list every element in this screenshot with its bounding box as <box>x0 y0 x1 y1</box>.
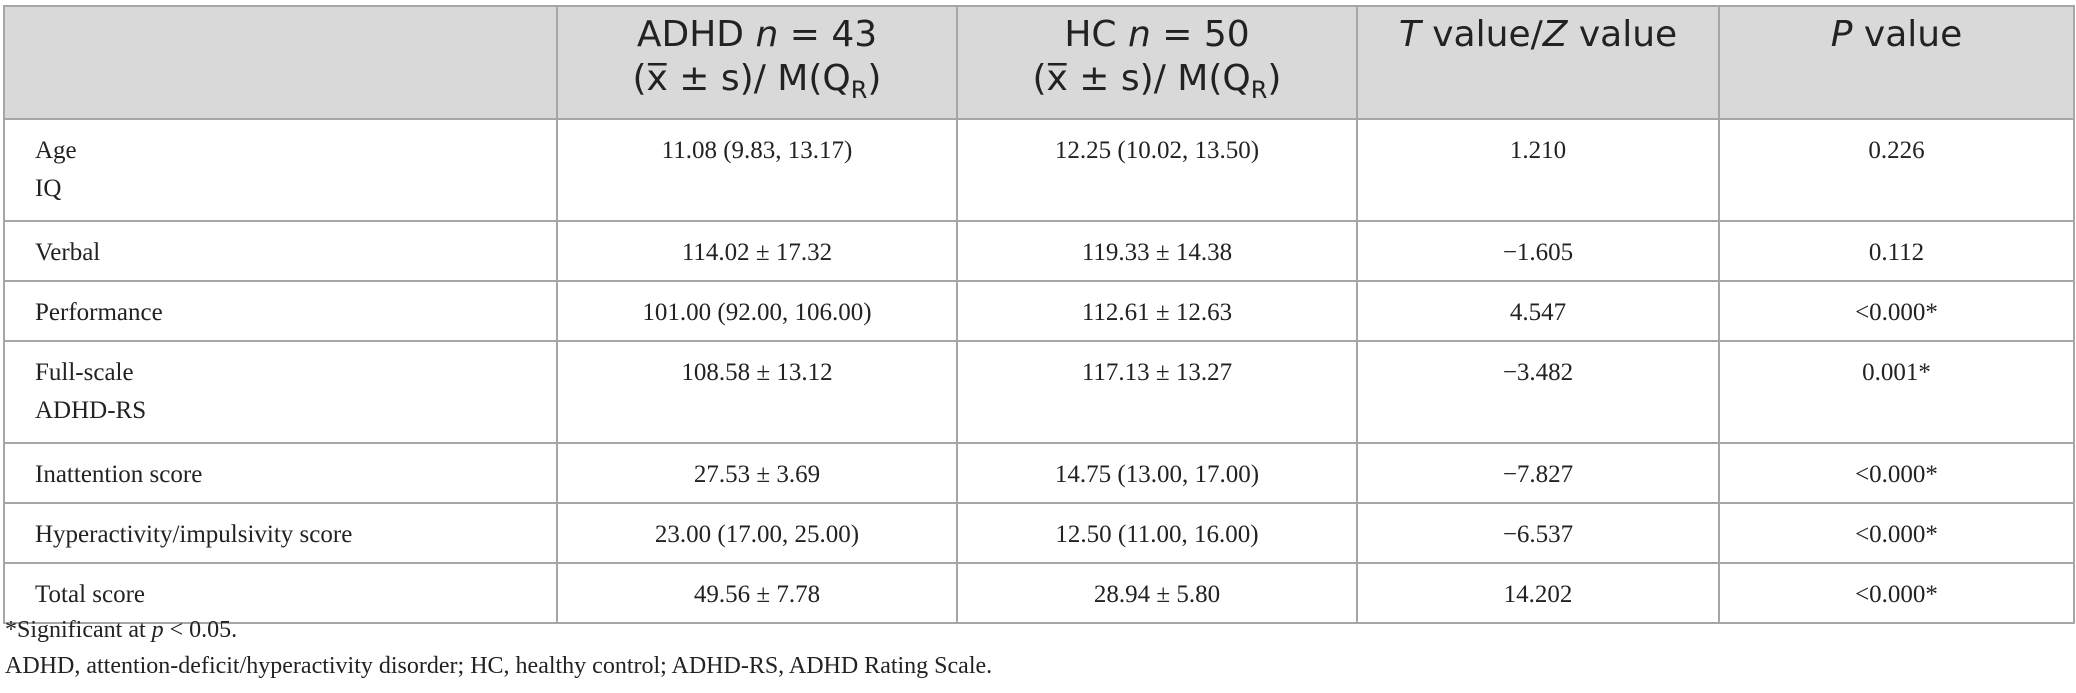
adhd-value: 23.00 (17.00, 25.00) <box>556 502 958 564</box>
hc-value: 117.13 ± 13.27 <box>956 340 1358 444</box>
statistic-value: −1.605 <box>1356 220 1720 282</box>
adhd-value: 27.53 ± 3.69 <box>556 442 958 504</box>
p-value: 0.226 <box>1718 118 2075 222</box>
row-label: Verbal <box>3 220 558 282</box>
table-row: Performance 101.00 (92.00, 106.00) 112.6… <box>3 280 2075 342</box>
header-n-var: n <box>755 14 779 55</box>
statistic-value: −3.482 <box>1356 340 1720 444</box>
header-n-var: n <box>1127 14 1151 55</box>
table-row: Inattention score 27.53 ± 3.69 14.75 (13… <box>3 442 2075 504</box>
table-row: Age IQ 11.08 (9.83, 13.17) 12.25 (10.02, … <box>3 118 2075 222</box>
row-label: Age IQ <box>3 118 558 222</box>
comparison-table: ADHD n = 43 (x̅ ± s)/ M(QR) HC n = 50 (x… <box>3 5 2075 624</box>
table-row: Hyperactivity/impulsivity score 23.00 (1… <box>3 502 2075 564</box>
statistic-value: −7.827 <box>1356 442 1720 504</box>
table-header-row: ADHD n = 43 (x̅ ± s)/ M(QR) HC n = 50 (x… <box>3 5 2075 120</box>
row-label: Total score <box>3 562 558 624</box>
table-row: Total score 49.56 ± 7.78 28.94 ± 5.80 14… <box>3 562 2075 624</box>
header-cell-adhd: ADHD n = 43 (x̅ ± s)/ M(QR) <box>556 5 958 120</box>
row-label: Hyperactivity/impulsivity score <box>3 502 558 564</box>
adhd-value: 49.56 ± 7.78 <box>556 562 958 624</box>
p-value: <0.000* <box>1718 280 2075 342</box>
header-cell-p-value: P value <box>1718 5 2075 120</box>
p-value: 0.001* <box>1718 340 2075 444</box>
p-value: <0.000* <box>1718 502 2075 564</box>
table-row: Full-scale ADHD-RS 108.58 ± 13.12 117.13 … <box>3 340 2075 444</box>
hc-value: 112.61 ± 12.63 <box>956 280 1358 342</box>
header-cell-label <box>3 5 558 120</box>
adhd-value: 114.02 ± 17.32 <box>556 220 958 282</box>
adhd-value: 101.00 (92.00, 106.00) <box>556 280 958 342</box>
significance-note: *Significant at p < 0.05. <box>5 617 238 643</box>
statistic-value: 14.202 <box>1356 562 1720 624</box>
hc-value: 28.94 ± 5.80 <box>956 562 1358 624</box>
table-container: ADHD n = 43 (x̅ ± s)/ M(QR) HC n = 50 (x… <box>3 5 2075 624</box>
hc-value: 119.33 ± 14.38 <box>956 220 1358 282</box>
header-cell-statistic: T value/Z value <box>1356 5 1720 120</box>
row-label: Full-scale ADHD-RS <box>3 340 558 444</box>
p-value: 0.112 <box>1718 220 2075 282</box>
row-label: Inattention score <box>3 442 558 504</box>
statistic-value: −6.537 <box>1356 502 1720 564</box>
abbreviations-note: ADHD, attention-deficit/hyperactivity di… <box>5 653 993 679</box>
table-footnotes: *Significant at p < 0.05. ADHD, attentio… <box>5 612 992 684</box>
statistic-value: 4.547 <box>1356 280 1720 342</box>
adhd-value: 11.08 (9.83, 13.17) <box>556 118 958 222</box>
header-cell-hc: HC n = 50 (x̅ ± s)/ M(QR) <box>956 5 1358 120</box>
p-value: <0.000* <box>1718 442 2075 504</box>
hc-value: 14.75 (13.00, 17.00) <box>956 442 1358 504</box>
table-row: Verbal 114.02 ± 17.32 119.33 ± 14.38 −1.… <box>3 220 2075 282</box>
adhd-value: 108.58 ± 13.12 <box>556 340 958 444</box>
statistic-value: 1.210 <box>1356 118 1720 222</box>
p-value: <0.000* <box>1718 562 2075 624</box>
hc-value: 12.25 (10.02, 13.50) <box>956 118 1358 222</box>
hc-value: 12.50 (11.00, 16.00) <box>956 502 1358 564</box>
row-label: Performance <box>3 280 558 342</box>
